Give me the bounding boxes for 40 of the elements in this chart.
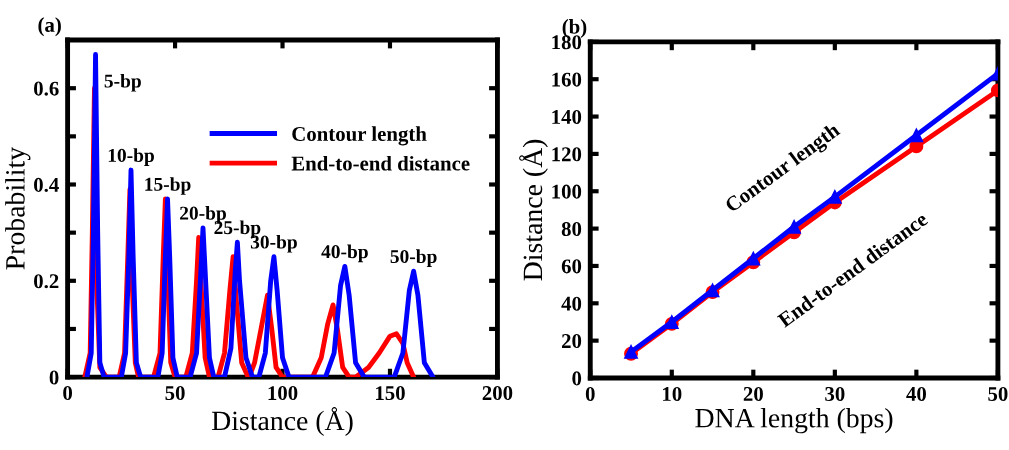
x-axis-title: Distance (Å)	[211, 407, 353, 436]
y-tick-label: 160	[552, 72, 582, 87]
legend-label: Contour length	[292, 126, 427, 146]
y-tick-label: 0.2	[34, 274, 59, 289]
y-tick-label: 80	[561, 221, 582, 237]
point	[787, 219, 802, 234]
y-tick-label: 0	[49, 370, 59, 385]
y-tick-label: 60	[561, 259, 582, 274]
y-tick-label: 0	[572, 371, 582, 386]
y-tick-label: 20	[561, 334, 582, 349]
legend-label: End-to-end distance	[291, 155, 470, 171]
point	[827, 189, 842, 204]
x-tick-label: 50	[988, 386, 1008, 401]
x-tick-label: 150	[376, 386, 405, 401]
x-tick-label: 40	[906, 386, 926, 401]
y-tick-label: 0.6	[34, 81, 59, 96]
y-axis-title: Probability	[5, 146, 31, 270]
x-axis-title: DNA length (bps)	[695, 408, 893, 434]
y-tick-label: 100	[552, 184, 582, 199]
x-tick-label: 100	[268, 386, 298, 401]
point	[909, 128, 924, 143]
y-tick-label: 120	[552, 147, 582, 162]
y-tick-label: 140	[552, 109, 582, 124]
x-tick-label: 50	[165, 386, 185, 401]
x-tick-label: 10	[663, 386, 682, 401]
annotation: 50-bp	[390, 249, 437, 267]
x-tick-label: 0	[63, 386, 73, 401]
chart-title: (a)	[38, 17, 61, 37]
y-tick-label: 0.4	[34, 177, 59, 193]
x-tick-label: 200	[482, 386, 513, 401]
annotation: 40-bp	[321, 244, 368, 263]
point	[746, 251, 761, 266]
x-tick-label: 20	[743, 386, 763, 401]
x-tick-label: 0	[585, 386, 595, 401]
y-tick-label: 40	[561, 296, 582, 311]
y-axis-title: Distance (Å)	[519, 139, 548, 281]
annotation: 10-bp	[108, 148, 154, 166]
x-tick-label: 30	[825, 386, 845, 401]
annotation: 5-bp	[104, 73, 141, 92]
annotation: 15-bp	[145, 177, 191, 195]
